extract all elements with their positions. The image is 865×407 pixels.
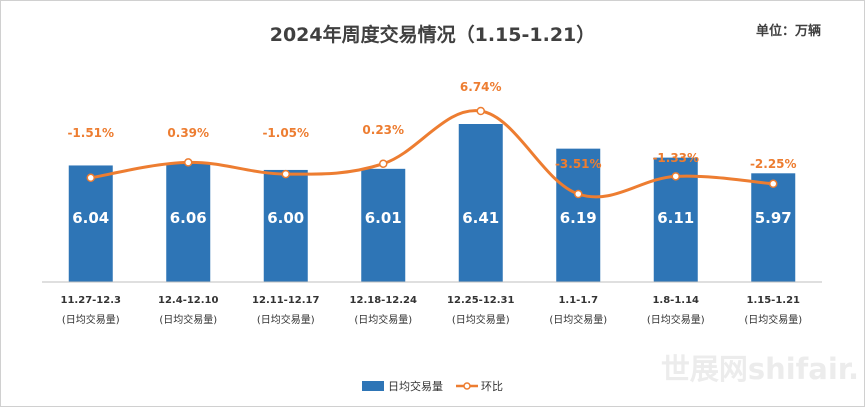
line-point	[281, 169, 290, 179]
bar-value-label: 6.41	[462, 209, 499, 227]
bar-value-label: 6.00	[267, 209, 304, 227]
line-point	[769, 179, 778, 189]
x-tick-label: 11.27-12.3	[61, 295, 121, 306]
x-tick-sublabel: (日均交易量)	[647, 313, 705, 326]
x-tick-label: 12.11-12.17	[252, 295, 319, 306]
line-value-label: -1.05%	[262, 126, 309, 140]
bar-value-label: 5.97	[755, 209, 792, 227]
bar-value-label: 6.06	[170, 209, 207, 227]
x-tick-label: 12.4-12.10	[158, 295, 218, 306]
x-tick-sublabel: (日均交易量)	[549, 313, 607, 326]
bar-value-label: 6.11	[657, 209, 694, 227]
bar	[361, 168, 406, 282]
line-value-label: 0.23%	[362, 123, 404, 137]
bar-value-label: 6.04	[72, 209, 109, 227]
bar	[68, 165, 113, 282]
bar-value-label: 6.01	[365, 209, 402, 227]
watermark-text: 世展网shifair.	[660, 352, 859, 386]
line-value-label: -1.33%	[652, 151, 699, 165]
line-value-label: 6.74%	[460, 80, 502, 94]
line-value-label: -2.25%	[750, 157, 797, 171]
bar	[166, 163, 211, 282]
x-tick-sublabel: (日均交易量)	[744, 313, 802, 326]
bar	[458, 124, 503, 282]
legend-label-bar: 日均交易量	[388, 379, 443, 393]
bar	[263, 169, 308, 282]
line-series-group: -1.51% 0.39% -1.05% 0.23% 6.74% -3.51% -1.33% -…	[67, 80, 797, 199]
x-tick-label: 1.8-1.14	[652, 295, 699, 306]
legend-swatch-point	[463, 382, 471, 390]
x-tick-label: 1.15-1.21	[747, 295, 801, 306]
legend: 日均交易量 环比	[362, 379, 503, 393]
line-point	[184, 158, 193, 167]
bars-group: 6.04 6.06 6.00 6.01 6.41 6.19 6.11 5.97	[68, 124, 796, 282]
bar	[556, 148, 601, 282]
legend-swatch-bar	[362, 381, 384, 391]
line-point	[671, 172, 680, 181]
line-value-label: -3.51%	[555, 157, 602, 171]
chart-title: 2024年周度交易情况（1.15-1.21）	[269, 24, 596, 46]
x-tick-label: 1.1-1.7	[558, 295, 598, 306]
line-value-label: -1.51%	[67, 126, 114, 140]
x-tick-sublabel: (日均交易量)	[159, 313, 217, 326]
line-point	[476, 106, 485, 116]
line-point	[86, 173, 95, 183]
x-tick-sublabel: (日均交易量)	[452, 313, 510, 326]
line-series-path	[90, 109, 774, 199]
line-point	[574, 189, 583, 199]
x-tick-labels: 11.27-12.3 (日均交易量) 12.4-12.10 (日均交易量) 12.11-…	[61, 295, 803, 326]
x-tick-sublabel: (日均交易量)	[257, 313, 315, 326]
bar-value-label: 6.19	[560, 209, 597, 227]
x-tick-sublabel: (日均交易量)	[62, 313, 120, 326]
legend-label-line: 环比	[481, 380, 503, 393]
x-tick-label: 12.25-12.31	[447, 295, 514, 306]
line-value-label: 0.39%	[167, 126, 209, 140]
unit-label: 单位：万辆	[755, 24, 821, 39]
bar	[751, 173, 796, 282]
x-tick-label: 12.18-12.24	[350, 295, 417, 306]
line-point	[379, 159, 388, 168]
x-tick-sublabel: (日均交易量)	[354, 313, 412, 326]
